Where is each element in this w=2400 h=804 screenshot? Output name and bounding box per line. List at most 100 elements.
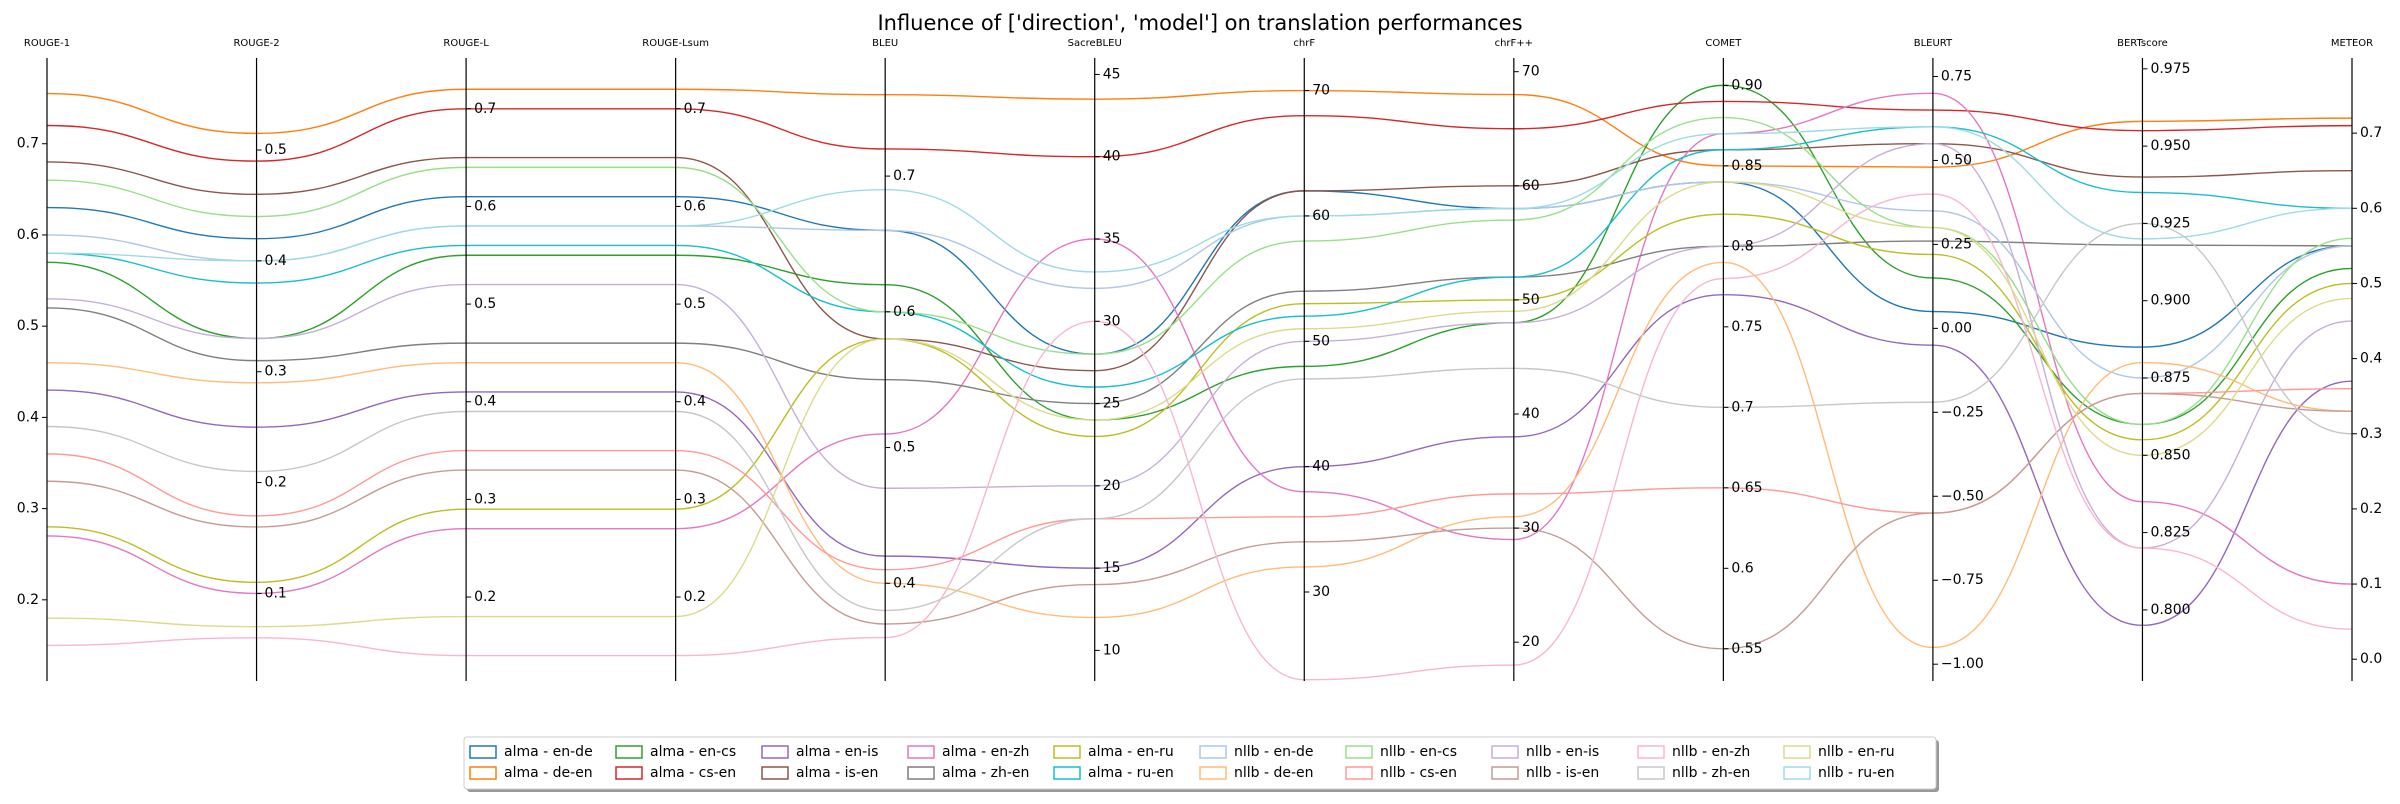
legend-swatch	[761, 745, 789, 759]
legend-swatch	[907, 745, 935, 759]
tick-label: 40	[1103, 149, 1121, 165]
legend-swatch	[1345, 745, 1373, 759]
tick-label: 70	[1522, 64, 1540, 80]
tick-label: 30	[1103, 313, 1121, 329]
tick-label: 45	[1103, 66, 1121, 82]
legend-label: alma - de-en	[504, 765, 593, 781]
axis-name: ROUGE-L	[443, 38, 489, 49]
tick-label: 40	[1312, 459, 1330, 475]
legend-label: alma - en-is	[796, 744, 878, 760]
legend-label: nllb - ru-en	[1818, 765, 1895, 781]
tick-label: 0.4	[474, 394, 496, 410]
legend-label: alma - ru-en	[1088, 765, 1174, 781]
series-curve	[46, 240, 2353, 405]
series-curve	[46, 193, 2353, 681]
legend-label: nllb - en-is	[1526, 744, 1599, 760]
legend-label: alma - zh-en	[942, 765, 1029, 781]
tick-label: 0.6	[17, 227, 39, 243]
legend-label: nllb - de-en	[1234, 765, 1314, 781]
legend-label: nllb - cs-en	[1380, 765, 1457, 781]
tick-label: 0.5	[265, 142, 287, 158]
tick-label: 0.1	[2360, 576, 2382, 592]
legend-label: alma - en-zh	[942, 744, 1029, 760]
legend-swatch	[761, 766, 789, 780]
legend-label: nllb - is-en	[1526, 765, 1599, 781]
tick-label: 30	[1312, 584, 1330, 600]
legend-swatch	[1345, 766, 1373, 780]
legend-label: nllb - en-ru	[1818, 744, 1895, 760]
series-curve	[46, 387, 2353, 571]
axis-name: SacreBLEU	[1068, 38, 1122, 49]
tick-label: 0.7	[2360, 125, 2382, 141]
tick-label: −0.75	[1941, 572, 1984, 588]
tick-label: 0.7	[17, 136, 39, 152]
tick-label: 0.4	[17, 409, 39, 425]
curves	[46, 84, 2353, 681]
tick-label: 0.6	[2360, 200, 2382, 216]
legend-swatch	[469, 745, 497, 759]
tick-label: 0.7	[684, 101, 706, 117]
axis-name: ROUGE-2	[233, 38, 279, 49]
series-curve	[46, 181, 2353, 628]
tick-label: 0.4	[684, 394, 706, 410]
tick-label: 0.3	[2360, 426, 2382, 442]
tick-label: 0.3	[265, 364, 287, 380]
legend-swatch	[1783, 766, 1811, 780]
tick-label: 0.65	[1731, 480, 1762, 496]
axis-name: BLEU	[872, 38, 898, 49]
tick-label: 0.925	[2150, 215, 2190, 231]
legend-label: alma - en-ru	[1088, 744, 1174, 760]
series-curve	[46, 222, 2353, 612]
tick-label: 0.825	[2150, 525, 2190, 541]
series-curve	[46, 126, 2353, 273]
tick-label: 50	[1312, 333, 1330, 349]
axes: ROUGE-1 0.2 0.3 0.4 0.5 0.6 0.7 ROUGE-2 0.1 0.2 0.…	[17, 38, 2382, 681]
legend-label: alma - cs-en	[650, 765, 736, 781]
axis-name: BERTscore	[2117, 38, 2168, 49]
tick-label: 0.4	[265, 253, 287, 269]
axis-name: COMET	[1705, 38, 1742, 49]
tick-label: 60	[1522, 178, 1540, 194]
tick-label: 0.5	[2360, 275, 2382, 291]
tick-label: 0.900	[2150, 293, 2190, 309]
tick-label: 0.90	[1731, 77, 1762, 93]
tick-label: 0.800	[2150, 602, 2190, 618]
tick-label: 0.2	[2360, 501, 2382, 517]
tick-label: 20	[1522, 634, 1540, 650]
tick-label: 0.55	[1731, 641, 1762, 657]
legend-label: nllb - zh-en	[1672, 765, 1750, 781]
tick-label: 0.7	[474, 101, 496, 117]
legend-swatch	[1491, 766, 1519, 780]
tick-label: 40	[1522, 406, 1540, 422]
series-curve	[46, 181, 2353, 355]
legend-label: nllb - en-de	[1234, 744, 1314, 760]
series-curve	[46, 142, 2353, 372]
tick-label: 25	[1103, 396, 1121, 412]
series-curve	[46, 142, 2353, 549]
legend-swatch	[469, 766, 497, 780]
legend-swatch	[615, 745, 643, 759]
series-curve	[46, 116, 2353, 426]
tick-label: 0.5	[893, 440, 915, 456]
legend-box	[463, 736, 1937, 790]
legend-label: alma - en-cs	[650, 744, 736, 760]
series-curve	[46, 88, 2353, 168]
tick-label: 0.7	[1731, 399, 1753, 415]
tick-label: −0.25	[1941, 404, 1984, 420]
tick-label: 0.2	[17, 592, 39, 608]
tick-label: 0.975	[2150, 61, 2190, 77]
tick-label: −0.50	[1941, 488, 1984, 504]
tick-label: 0.5	[684, 296, 706, 312]
tick-label: 20	[1103, 478, 1121, 494]
axis-name: chrF	[1293, 38, 1315, 49]
tick-label: 0.1	[265, 585, 287, 601]
tick-label: 0.2	[265, 475, 287, 491]
tick-label: 0.6	[1731, 560, 1753, 576]
tick-label: 0.950	[2150, 138, 2190, 154]
tick-label: 0.4	[2360, 351, 2382, 367]
tick-label: 0.2	[684, 589, 706, 605]
series-curve	[46, 100, 2353, 162]
tick-label: 35	[1103, 231, 1121, 247]
legend-label: nllb - en-cs	[1380, 744, 1457, 760]
series-curve	[46, 213, 2353, 584]
